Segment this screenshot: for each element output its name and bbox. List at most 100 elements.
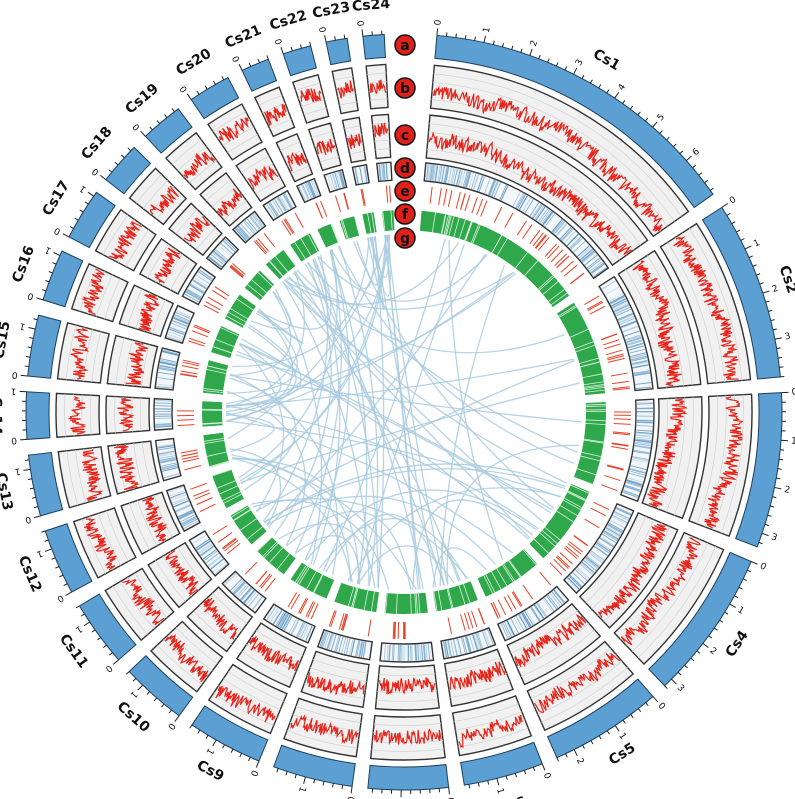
track-d-mark [457,638,462,655]
track-d-mark [595,543,610,554]
track-f-band [257,536,296,575]
chromosome-label: Cs12 [15,553,45,594]
track-e-mark [478,608,486,625]
track-c-line [632,260,682,387]
tick-mark [31,496,36,499]
tick-label: 3 [574,58,586,68]
tick-mark [598,735,602,740]
tick-mark [622,100,626,104]
gridline [311,131,333,139]
track-d-mark [624,330,640,337]
track-e-mark [607,355,625,361]
tick-mark [487,780,490,785]
track-e-mark [229,266,243,278]
track-d-mark [606,526,621,536]
track-d-mark [489,180,497,196]
track-e-mark [589,305,606,315]
gridline [241,651,294,680]
track-c-line [647,398,688,508]
track-e-mark [203,304,220,314]
track-f-gap [306,571,317,590]
track-d-mark [173,500,189,507]
track-d-mark [279,195,289,211]
tick-mark [679,150,684,155]
track-d-mark [610,296,625,305]
track-f-gap [584,383,605,388]
track-d-mark [170,491,186,499]
track-d-mark [573,240,586,253]
track-e-mark [392,621,395,639]
gridline [368,89,388,93]
gridline [141,442,151,485]
track-e-mark [298,597,307,614]
tick-mark [23,468,31,471]
synteny-link [225,234,391,417]
tick-mark [343,34,346,39]
track-e-mark [307,601,316,618]
gridline [240,155,270,174]
gridline [227,671,284,702]
tick-mark [41,289,47,292]
tick-mark [696,650,701,654]
track-d-mark [465,636,471,653]
gridline [115,337,125,385]
track-d-mark [423,644,426,661]
tick-mark [189,724,193,729]
track-d-mark [274,199,284,214]
track-d-mark [635,435,652,438]
track-f-gap [583,439,604,444]
track-f-gap [585,405,606,407]
tick-mark [778,356,783,359]
track-d-mark [603,532,618,542]
track-d-mark [276,197,286,212]
track-f-band [574,401,606,485]
track-d-box [562,502,635,595]
track-d-mark [283,616,293,631]
track-f-band [265,249,296,280]
tick-mark [622,719,626,724]
track-d-mark [345,638,351,655]
ideogram-band [27,314,62,379]
track-e-mark [604,343,621,350]
chromosome-label: Cs11 [56,631,91,671]
track-d-mark [156,385,173,389]
tick-mark [361,29,364,37]
ideogram-band [734,392,783,548]
synteny-link [347,487,561,582]
track-d-mark [464,171,470,188]
track-d-mark [629,470,645,476]
track-d-mark [450,640,455,657]
track-f-band [529,483,590,559]
tick-mark [174,715,180,722]
track-f-gap [233,509,251,522]
track-d-mark [363,641,367,658]
track-d-mark [632,456,649,461]
track-d-mark [504,622,512,637]
legend-circle [394,34,416,56]
track-d-mark [624,485,641,492]
ideogram-band [78,593,137,661]
links-layer [225,234,582,590]
track-d-mark [283,193,292,209]
track-e-mark [547,245,560,259]
track-f-gap [367,213,372,234]
track-d-mark [277,196,287,212]
track-c-line [142,496,167,542]
track-f-gap [209,461,230,468]
track-d-mark [628,345,645,351]
gridline [137,500,158,546]
track-d-mark [614,511,630,519]
track-e-mark [522,584,534,600]
tick-mark [44,539,49,542]
track-d-mark [213,250,227,262]
track-d-mark [623,490,639,497]
synteny-link [240,382,580,484]
tick-mark [769,505,775,508]
track-d-mark [635,386,652,390]
track-d-mark [437,165,441,182]
synteny-link [356,244,465,584]
track-d-mark [595,543,610,554]
track-d-mark [581,561,595,573]
